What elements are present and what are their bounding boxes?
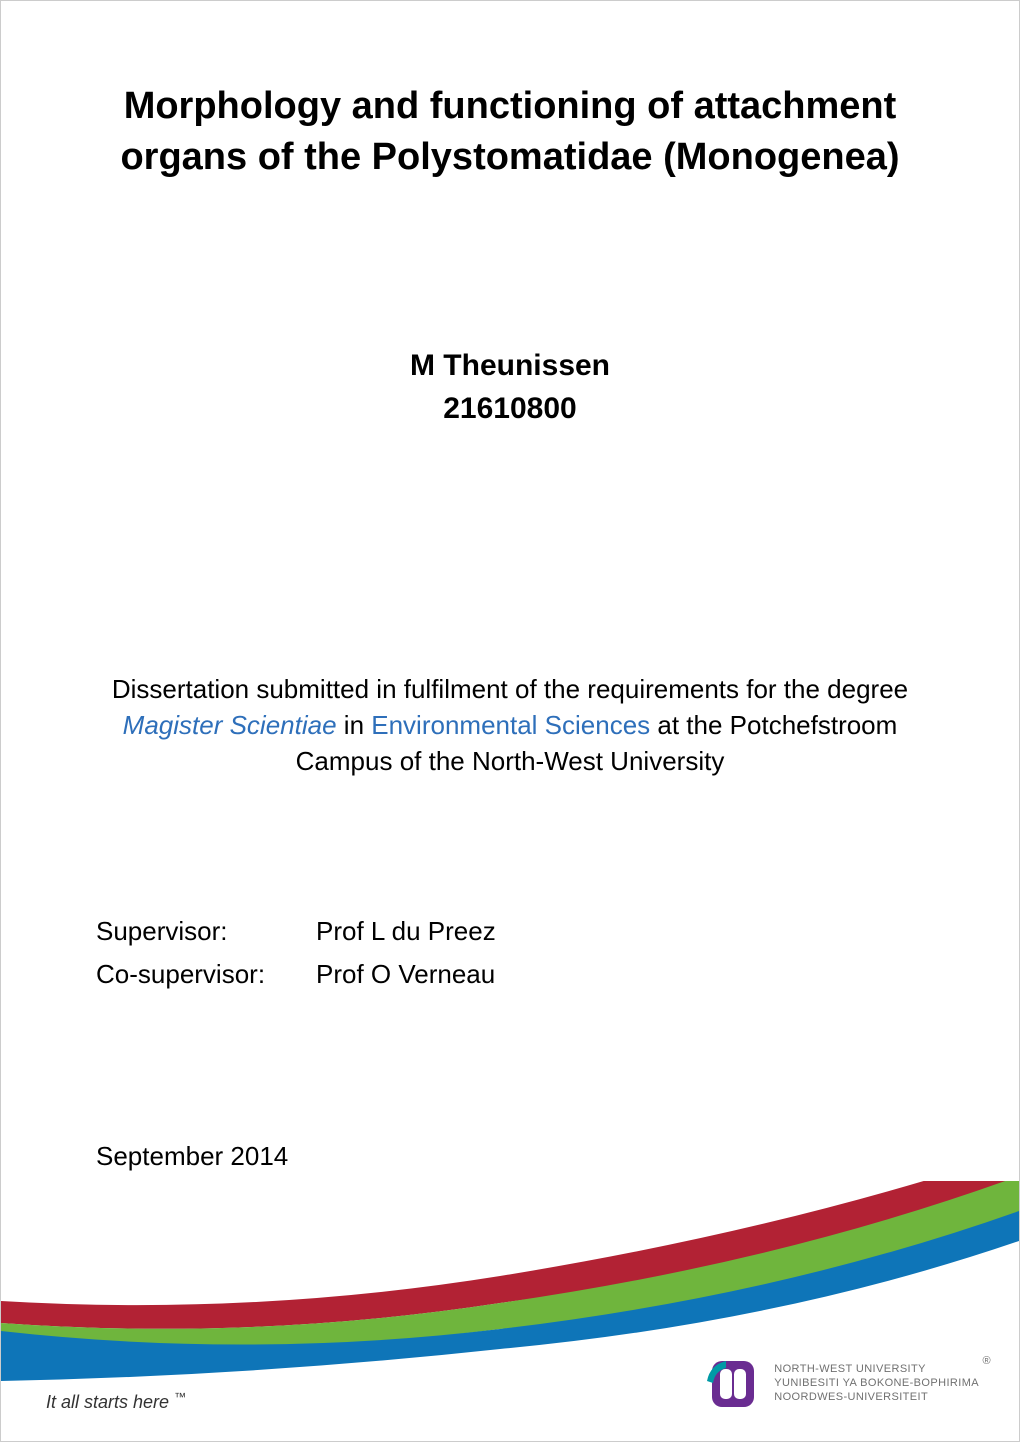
author-name: M Theunissen bbox=[86, 344, 934, 388]
uni-name-en: NORTH-WEST UNIVERSITY bbox=[774, 1363, 979, 1377]
title-page: Morphology and functioning of attachment… bbox=[0, 0, 1020, 1442]
supervisor-name: Prof L du Preez bbox=[316, 910, 496, 953]
cosupervisor-name: Prof O Verneau bbox=[316, 953, 495, 996]
nwu-logo-icon bbox=[704, 1355, 762, 1413]
dissertation-title: Morphology and functioning of attachment… bbox=[86, 81, 934, 184]
desc-prefix: Dissertation submitted in fulfilment of … bbox=[112, 674, 908, 704]
field-name: Environmental Sciences bbox=[371, 710, 650, 740]
university-logo-block: NORTH-WEST UNIVERSITY YUNIBESITI YA BOKO… bbox=[704, 1355, 979, 1413]
cosupervisor-label: Co-supervisor: bbox=[96, 953, 316, 996]
supervisors-block: Supervisor: Prof L du Preez Co-superviso… bbox=[86, 910, 934, 996]
author-block: M Theunissen 21610800 bbox=[86, 344, 934, 431]
registered-symbol: ® bbox=[982, 1355, 991, 1369]
supervisor-row: Supervisor: Prof L du Preez bbox=[96, 910, 934, 953]
uni-name-tn: YUNIBESITI YA BOKONE-BOPHIRIMA bbox=[774, 1377, 979, 1391]
desc-middle: in bbox=[337, 710, 372, 740]
submission-date: September 2014 bbox=[86, 1141, 934, 1172]
degree-name: Magister Scientiae bbox=[123, 710, 337, 740]
slogan-text: It all starts here bbox=[46, 1392, 169, 1412]
university-name-block: NORTH-WEST UNIVERSITY YUNIBESITI YA BOKO… bbox=[774, 1363, 979, 1404]
supervisor-label: Supervisor: bbox=[96, 910, 316, 953]
cosupervisor-row: Co-supervisor: Prof O Verneau bbox=[96, 953, 934, 996]
uni-name-af: NOORDWES-UNIVERSITEIT bbox=[774, 1391, 979, 1405]
swoosh-graphic bbox=[1, 1181, 1019, 1441]
submission-description: Dissertation submitted in fulfilment of … bbox=[86, 671, 934, 780]
student-number: 21610800 bbox=[86, 387, 934, 431]
slogan: It all starts here ™ bbox=[46, 1390, 186, 1413]
footer: It all starts here ™ NORTH-WEST UNIVERSI… bbox=[1, 1181, 1019, 1441]
trademark-symbol: ™ bbox=[174, 1390, 186, 1404]
